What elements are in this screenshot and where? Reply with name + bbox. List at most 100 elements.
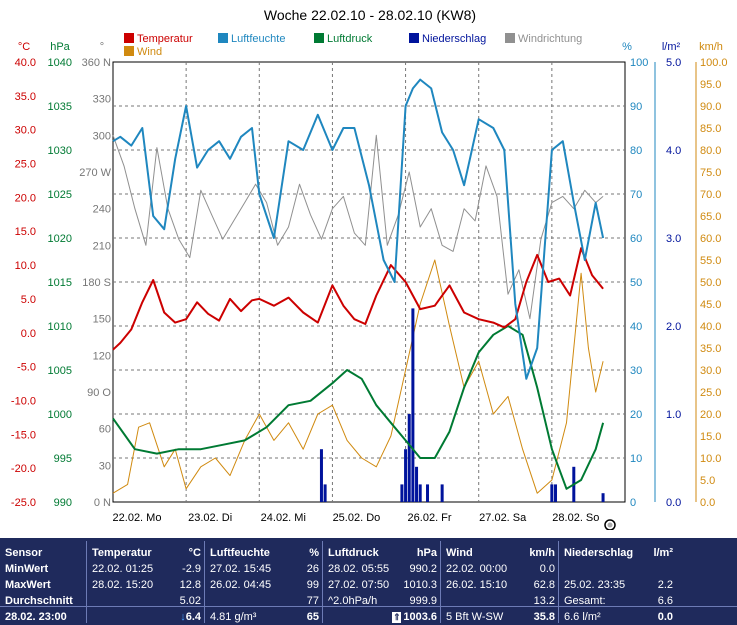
press-unit: hPa <box>416 547 437 559</box>
up-double-arrow-icon: ⇑ <box>392 612 402 623</box>
hum-abs: 4.81 g/m³ <box>210 611 257 623</box>
wind-current: 35.8 <box>533 611 555 623</box>
grid <box>113 62 625 502</box>
wind-tick-label: 15.0 <box>700 431 721 443</box>
temperature-tick-label: -25.0 <box>11 497 36 509</box>
press-trend: ^2.0hPa/h <box>328 595 378 607</box>
precip-bar <box>601 493 605 502</box>
pressure-tick-label: 1040 <box>48 57 72 69</box>
pressure-tick-label: 1035 <box>48 101 72 113</box>
press-max-time: 27.02. 07:50 <box>328 579 390 591</box>
precip-bar <box>411 308 415 502</box>
current-label: 28.02. 23:00 <box>5 611 67 623</box>
temp-current-value: 6.4 <box>185 611 201 623</box>
rain-max-time: 25.02. 23:35 <box>564 579 626 591</box>
precipitation-tick-label: 0.0 <box>666 497 681 509</box>
precip-bar <box>418 484 422 502</box>
wind-tick-label: 65.0 <box>700 211 721 223</box>
wind-tick-label: 45.0 <box>700 299 721 311</box>
direction-tick-label: 150 <box>93 314 111 326</box>
wind-tick-label: 55.0 <box>700 255 721 267</box>
pressure-tick-label: 1005 <box>48 365 72 377</box>
hum-max: 99 <box>306 579 319 591</box>
avg-label: Durchschnitt <box>5 595 73 607</box>
direction-unit-label: ° <box>100 41 104 53</box>
precipitation-tick-label: 1.0 <box>666 409 681 421</box>
humidity-tick-label: 80 <box>630 145 642 157</box>
press-min: 990.2 <box>409 563 437 575</box>
temperature-tick-label: 5.0 <box>21 294 36 306</box>
temperature-tick-label: 30.0 <box>15 125 36 137</box>
humidity-unit-label: % <box>622 41 632 53</box>
legend-label-temperatur: Temperatur <box>137 33 193 45</box>
legend-swatch-temperatur <box>124 33 134 43</box>
temperature-tick-label: 0.0 <box>21 328 36 340</box>
humidity-tick-label: 50 <box>630 277 642 289</box>
x-day-label: 28.02. So <box>552 512 599 524</box>
temp-min: -2.9 <box>182 563 201 575</box>
rain-total-label: Gesamt: <box>564 595 606 607</box>
temp-avg: 5.02 <box>179 595 201 607</box>
precipitation-tick-label: 2.0 <box>666 321 681 333</box>
precip-bar <box>554 484 558 502</box>
wind-tick-label: 0.0 <box>700 497 715 509</box>
direction-tick-label: 30 <box>99 460 111 472</box>
series-layer <box>112 78 605 502</box>
precip-bar <box>319 449 323 502</box>
humidity-tick-label: 100 <box>630 57 648 69</box>
precip-bar <box>415 466 419 502</box>
wind-min: 0.0 <box>539 563 555 575</box>
hum-max-time: 26.02. 04:45 <box>210 579 272 591</box>
temperature-tick-label: -15.0 <box>11 429 36 441</box>
temperature-tick-label: 15.0 <box>15 226 36 238</box>
wind-tick-label: 75.0 <box>700 167 721 179</box>
wind-tick-label: 20.0 <box>700 409 721 421</box>
hum-min-time: 27.02. 15:45 <box>210 563 272 575</box>
precip-bar <box>400 484 404 502</box>
hum-avg: 77 <box>306 595 319 607</box>
wind-column: Wind km/h 22.02. 00:00 0.0 26.02. 15:10 62.… <box>440 541 559 623</box>
direction-tick-label: 210 <box>93 240 111 252</box>
hum-min: 26 <box>306 563 319 575</box>
humidity-tick-label: 10 <box>630 453 642 465</box>
press-header: Luftdruck <box>328 547 379 559</box>
precip-bar <box>323 484 327 502</box>
wind-tick-label: 60.0 <box>700 233 721 245</box>
legend: Temperatur Wind Luftfeuchte Luftdruck Ni… <box>124 33 582 58</box>
wind-min-time: 22.02. 00:00 <box>446 563 508 575</box>
legend-label-luftfeuchte: Luftfeuchte <box>231 33 285 45</box>
direction-tick-label: 90 O <box>87 387 111 399</box>
press-current: ⇑ 1003.6 <box>392 609 437 625</box>
legend-swatch-wind <box>124 46 134 56</box>
precip-bar <box>550 484 554 502</box>
humidity-tick-label: 60 <box>630 233 642 245</box>
legend-swatch-luftfeuchte <box>218 33 228 43</box>
precip-bar <box>440 484 444 502</box>
temperature-tick-label: 35.0 <box>15 91 36 103</box>
legend-swatch-niederschlag <box>409 33 419 43</box>
wind-tick-label: 40.0 <box>700 321 721 333</box>
press-min-time: 28.02. 05:55 <box>328 563 390 575</box>
wind-max-time: 26.02. 15:10 <box>446 579 508 591</box>
pressure-tick-label: 1030 <box>48 145 72 157</box>
sensor-column: Sensor MinWert MaxWert Durchschnitt 28.0… <box>0 541 86 623</box>
wind-tick-label: 70.0 <box>700 189 721 201</box>
rain-unit: l/m² <box>653 547 673 559</box>
direction-tick-label: 240 <box>93 204 111 216</box>
hum-header: Luftfeuchte <box>210 547 270 559</box>
pressure-tick-label: 1025 <box>48 189 72 201</box>
precipitation-tick-label: 4.0 <box>666 145 681 157</box>
wind-tick-label: 10.0 <box>700 453 721 465</box>
x-day-label: 27.02. Sa <box>479 512 527 524</box>
wind-avg: 13.2 <box>533 595 555 607</box>
pressure-tick-label: 1000 <box>48 409 72 421</box>
temperature-tick-label: -5.0 <box>17 362 36 374</box>
x-day-label: 25.02. Do <box>333 512 381 524</box>
x-day-label: 24.02. Mi <box>261 512 306 524</box>
series-line-windrichtung <box>112 134 604 320</box>
axis-labels: 40.0 35.0 30.0 25.0 20.0 15.0 10.0 5.0 0.0 -5.0 -1… <box>11 57 728 524</box>
rain-total: 6.6 <box>657 595 673 607</box>
direction-tick-label: 0 N <box>94 497 111 509</box>
direction-tick-label: 180 S <box>82 277 111 289</box>
wind-beaufort: 5 Bft W-SW <box>446 611 504 623</box>
